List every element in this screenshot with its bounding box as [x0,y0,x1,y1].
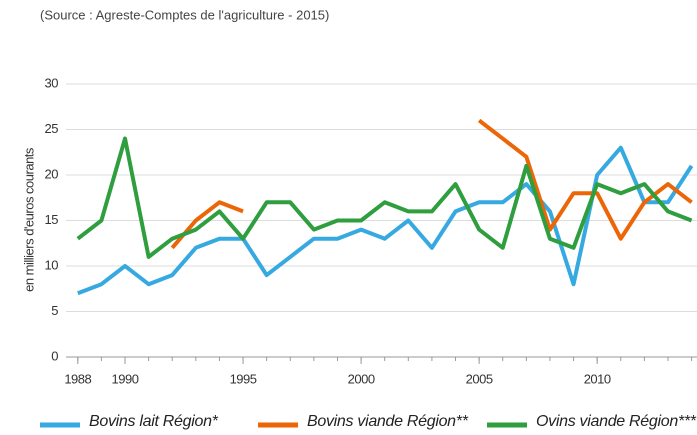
y-tick-label: 15 [45,212,59,227]
y-tick-label: 25 [45,121,59,136]
y-axis-label: en milliers d'euros courants [21,147,36,292]
legend-label: Bovins lait Région* [89,413,219,430]
y-tick-label: 5 [51,303,58,318]
legend-label: Ovins viande Région*** [536,413,697,430]
y-tick-label: 10 [45,257,59,272]
x-tick-label: 1988 [64,371,91,386]
x-tick-label: 2005 [466,371,493,386]
series-line [77,145,694,296]
series-line [76,136,693,259]
legend-label: Bovins viande Région** [307,413,469,430]
y-tick-label: 20 [45,166,59,181]
y-tick-label: 30 [45,75,59,90]
y-tick-label: 0 [51,348,58,363]
chart-subtitle: (Source : Agreste-Comptes de l'agricultu… [40,7,329,22]
series-line [477,118,693,241]
x-tick-label: 1990 [112,371,139,386]
x-tick-label: 2010 [584,371,611,386]
x-tick-label: 2000 [348,371,375,386]
x-tick-label: 1995 [230,371,257,386]
